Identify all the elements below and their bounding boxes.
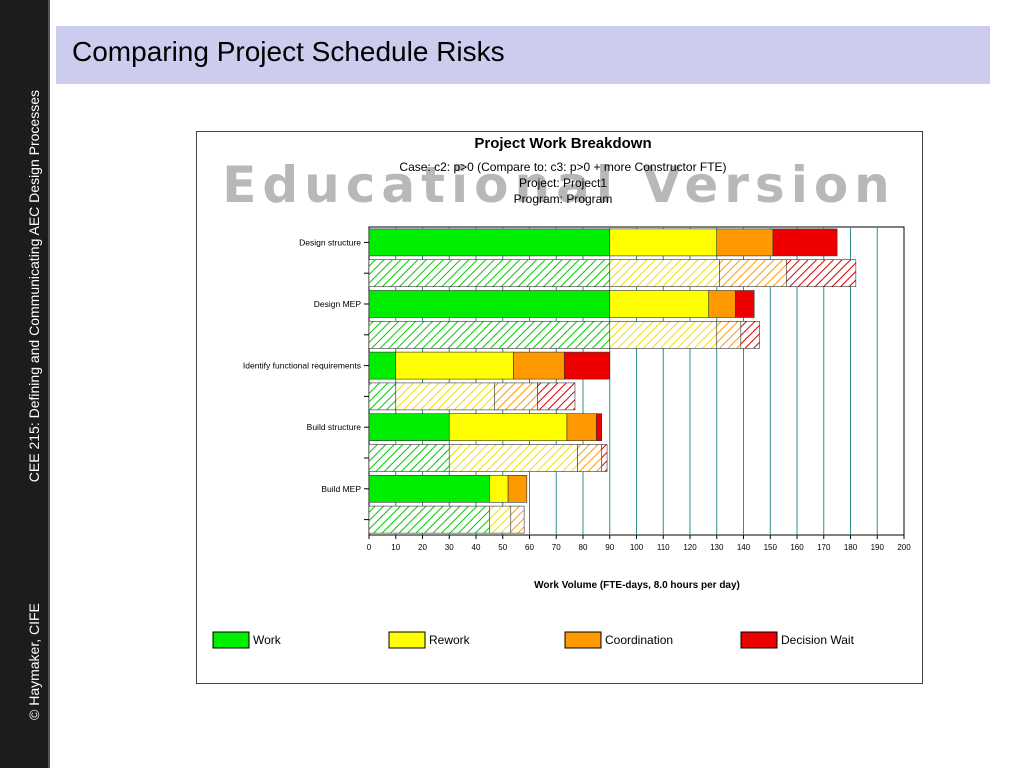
legend-label: Rework	[429, 633, 471, 647]
bar-segment	[489, 505, 512, 534]
bar-segment	[489, 474, 509, 503]
x-tick-label: 160	[790, 543, 804, 552]
bar-segment	[368, 444, 450, 472]
x-tick-label: 120	[683, 543, 697, 552]
bar-segment	[507, 474, 528, 503]
bar-segment	[716, 228, 774, 257]
y-tick-label: Design structure	[299, 237, 361, 247]
bar-segment	[368, 351, 397, 380]
x-tick-label: 100	[630, 543, 644, 552]
sidebar-text: © Haymaker, CIFE CEE 215: Defining and C…	[26, 90, 42, 720]
bar-segment	[735, 290, 755, 318]
bar-segment	[494, 382, 538, 411]
x-tick-label: 20	[418, 543, 427, 552]
x-tick-label: 50	[498, 543, 507, 552]
x-tick-label: 180	[844, 543, 858, 552]
bar-segment	[513, 351, 565, 380]
slide-sidebar: © Haymaker, CIFE CEE 215: Defining and C…	[0, 0, 50, 768]
bar-segment	[368, 259, 611, 287]
x-tick-label: 10	[391, 543, 400, 552]
chart-subtitle-1: Case: c2: p>0 (Compare to: c3: p>0 + mor…	[399, 160, 726, 174]
x-tick-label: 30	[445, 543, 454, 552]
x-tick-label: 0	[367, 543, 372, 552]
bar-segment	[448, 413, 568, 442]
y-tick-label: Build structure	[307, 422, 362, 432]
chart-title: Project Work Breakdown	[474, 135, 651, 152]
bar-segment	[448, 444, 578, 472]
work-breakdown-chart: Educational Version Project Work Breakdo…	[212, 135, 911, 649]
y-tick-label: Identify functional requirements	[243, 361, 361, 371]
bar-segment	[609, 321, 718, 349]
x-tick-label: 40	[472, 543, 481, 552]
bar-segment	[368, 290, 611, 318]
x-tick-label: 130	[710, 543, 724, 552]
bar-segment	[740, 321, 760, 349]
legend-swatch	[564, 631, 602, 649]
chart-frame: Educational Version Project Work Breakdo…	[196, 131, 923, 684]
bar-segment	[510, 505, 525, 534]
bar-segment	[368, 413, 450, 442]
legend-label: Work	[253, 633, 282, 647]
bar-segment	[368, 321, 611, 349]
y-tick-label: Build MEP	[321, 484, 361, 494]
x-tick-label: 200	[897, 543, 911, 552]
bar-segment	[566, 413, 597, 442]
bar-segment	[395, 382, 496, 411]
footer-left: © Haymaker, CIFE	[26, 603, 42, 720]
legend-swatch	[388, 631, 426, 649]
bar-segment	[719, 259, 787, 287]
legend-swatch	[740, 631, 778, 649]
bar-segment	[716, 321, 742, 349]
chart-subtitle-3: Program: Program	[514, 192, 613, 206]
footer-right: CEE 215: Defining and Communicating AEC …	[26, 90, 42, 483]
bar-segment	[708, 290, 736, 318]
x-tick-label: 110	[657, 543, 670, 552]
x-axis-label: Work Volume (FTE-days, 8.0 hours per day…	[534, 580, 740, 591]
bar-segment	[609, 290, 710, 318]
bar-segment	[368, 474, 490, 503]
legend-label: Decision Wait	[781, 633, 855, 647]
plot-area: 0 10 20 30 40 50 60 70 80 90 100 110 120 130 140 150 160…	[243, 226, 911, 552]
legend-label: Coordination	[605, 633, 673, 647]
bar-segment	[395, 351, 514, 380]
bar-segment	[577, 444, 603, 472]
x-tick-label: 90	[605, 543, 614, 552]
bar-segment	[785, 259, 857, 287]
x-tick-label: 150	[764, 543, 778, 552]
x-tick-label: 190	[871, 543, 885, 552]
chart-legend: Work Rework Coordination Decision Wait	[212, 631, 855, 649]
bar-segment	[368, 382, 397, 411]
bar-segment	[609, 259, 720, 287]
bar-segment	[601, 444, 608, 472]
x-tick-label: 60	[525, 543, 534, 552]
slide-title: Comparing Project Schedule Risks	[72, 36, 505, 67]
bar-segment	[596, 413, 603, 442]
bar-segment	[368, 505, 490, 534]
bar-segment	[537, 382, 576, 411]
bar-segment	[563, 351, 611, 380]
chart-subtitle-2: Project: Project1	[519, 176, 607, 190]
title-bar: Comparing Project Schedule Risks	[56, 26, 990, 84]
bar-segment	[772, 228, 838, 257]
x-tick-label: 80	[579, 543, 588, 552]
bar-segment	[368, 228, 611, 257]
legend-swatch	[212, 631, 250, 649]
x-tick-label: 170	[817, 543, 831, 552]
x-tick-label: 140	[737, 543, 751, 552]
x-tick-label: 70	[552, 543, 561, 552]
watermark: Educational Version	[222, 156, 896, 214]
bar-segment	[609, 228, 718, 257]
y-tick-label: Design MEP	[314, 299, 362, 309]
